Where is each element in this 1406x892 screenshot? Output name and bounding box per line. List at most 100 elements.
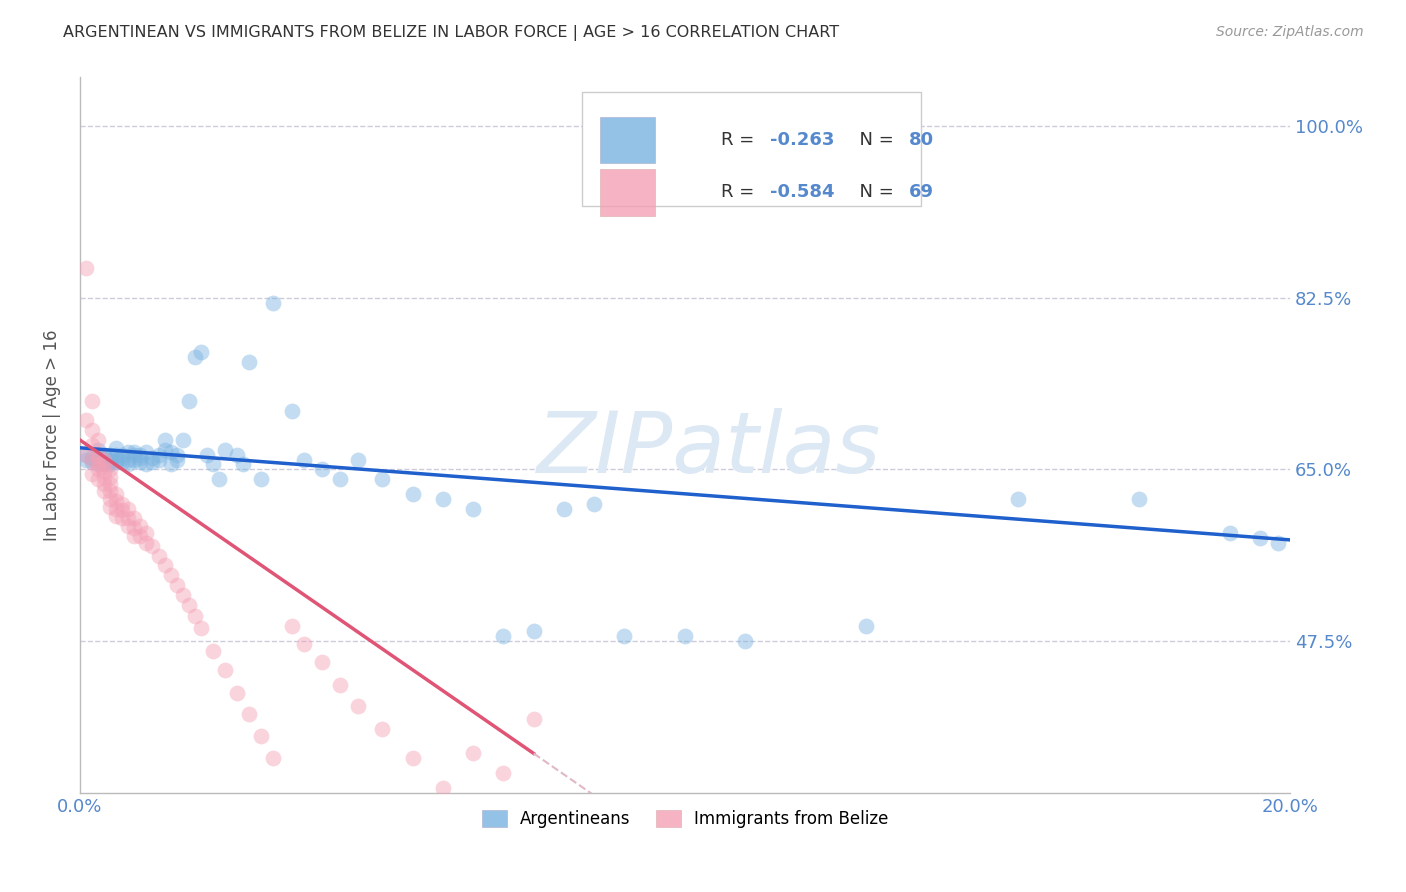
Point: [98, 448, 121, 462]
Point: [93, 452, 115, 467]
Point: [75, 452, 97, 467]
Point: [93, 470, 115, 484]
Point: [87, 458, 110, 472]
Point: [226, 448, 249, 462]
Point: [87, 472, 110, 486]
Point: [105, 493, 128, 508]
Point: [80, 454, 103, 468]
Point: [117, 511, 139, 525]
Point: [190, 344, 212, 359]
Point: [311, 462, 333, 476]
Point: [80, 467, 103, 482]
FancyBboxPatch shape: [582, 92, 921, 206]
Point: [105, 487, 128, 501]
Point: [1249, 531, 1271, 545]
Bar: [600, 169, 655, 216]
Point: [201, 643, 224, 657]
Text: R =: R =: [721, 184, 761, 202]
Point: [105, 509, 128, 524]
Point: [135, 444, 157, 458]
Point: [201, 458, 224, 472]
Point: [855, 619, 877, 633]
Point: [141, 539, 163, 553]
Text: Source: ZipAtlas.com: Source: ZipAtlas.com: [1216, 25, 1364, 39]
Point: [98, 452, 121, 467]
Point: [87, 448, 110, 462]
Point: [87, 452, 110, 467]
Legend: Argentineans, Immigrants from Belize: Argentineans, Immigrants from Belize: [475, 803, 894, 834]
Text: 80: 80: [908, 131, 934, 149]
Point: [280, 403, 302, 417]
Point: [172, 433, 194, 447]
Point: [129, 519, 152, 533]
Point: [135, 526, 157, 541]
Point: [153, 442, 176, 457]
Point: [111, 450, 134, 465]
Point: [105, 448, 128, 462]
Point: [93, 458, 115, 472]
Point: [105, 452, 128, 467]
Text: -0.263: -0.263: [769, 131, 834, 149]
Point: [80, 393, 103, 408]
Text: R =: R =: [721, 131, 761, 149]
Point: [371, 472, 394, 486]
Point: [153, 558, 176, 573]
Point: [93, 464, 115, 478]
Point: [523, 624, 546, 638]
Point: [172, 588, 194, 602]
Point: [226, 686, 249, 700]
Point: [80, 452, 103, 467]
Point: [105, 441, 128, 455]
Text: ARGENTINEAN VS IMMIGRANTS FROM BELIZE IN LABOR FORCE | AGE > 16 CORRELATION CHAR: ARGENTINEAN VS IMMIGRANTS FROM BELIZE IN…: [63, 25, 839, 41]
Point: [98, 483, 121, 498]
Point: [93, 483, 115, 498]
Point: [195, 448, 218, 462]
Point: [124, 511, 146, 525]
Text: N =: N =: [848, 184, 900, 202]
Point: [117, 501, 139, 516]
Point: [111, 497, 134, 511]
Point: [111, 503, 134, 517]
Point: [80, 423, 103, 437]
Point: [1128, 491, 1150, 506]
Point: [87, 442, 110, 457]
Point: [250, 729, 273, 743]
Point: [129, 454, 152, 468]
Point: [75, 448, 97, 462]
Point: [117, 444, 139, 458]
Point: [75, 413, 97, 427]
Point: [523, 712, 546, 726]
Point: [75, 448, 97, 462]
Point: [159, 458, 181, 472]
Point: [87, 448, 110, 462]
Point: [166, 452, 188, 467]
Bar: [600, 117, 655, 163]
Point: [80, 450, 103, 465]
Point: [329, 678, 352, 692]
Point: [148, 452, 170, 467]
Point: [93, 454, 115, 468]
Point: [93, 477, 115, 491]
Point: [190, 621, 212, 635]
Point: [583, 497, 606, 511]
Point: [111, 448, 134, 462]
Point: [98, 477, 121, 491]
Point: [463, 747, 485, 761]
Point: [1007, 491, 1029, 506]
Point: [135, 458, 157, 472]
Point: [93, 448, 115, 462]
Point: [432, 491, 454, 506]
Point: [214, 663, 236, 677]
Point: [105, 454, 128, 468]
Point: [238, 354, 260, 368]
Point: [93, 458, 115, 472]
Point: [166, 448, 188, 462]
Point: [347, 452, 370, 467]
Point: [492, 629, 515, 643]
Point: [124, 452, 146, 467]
Point: [673, 629, 696, 643]
Point: [124, 444, 146, 458]
Point: [329, 472, 352, 486]
Text: N =: N =: [848, 131, 900, 149]
Point: [124, 529, 146, 543]
